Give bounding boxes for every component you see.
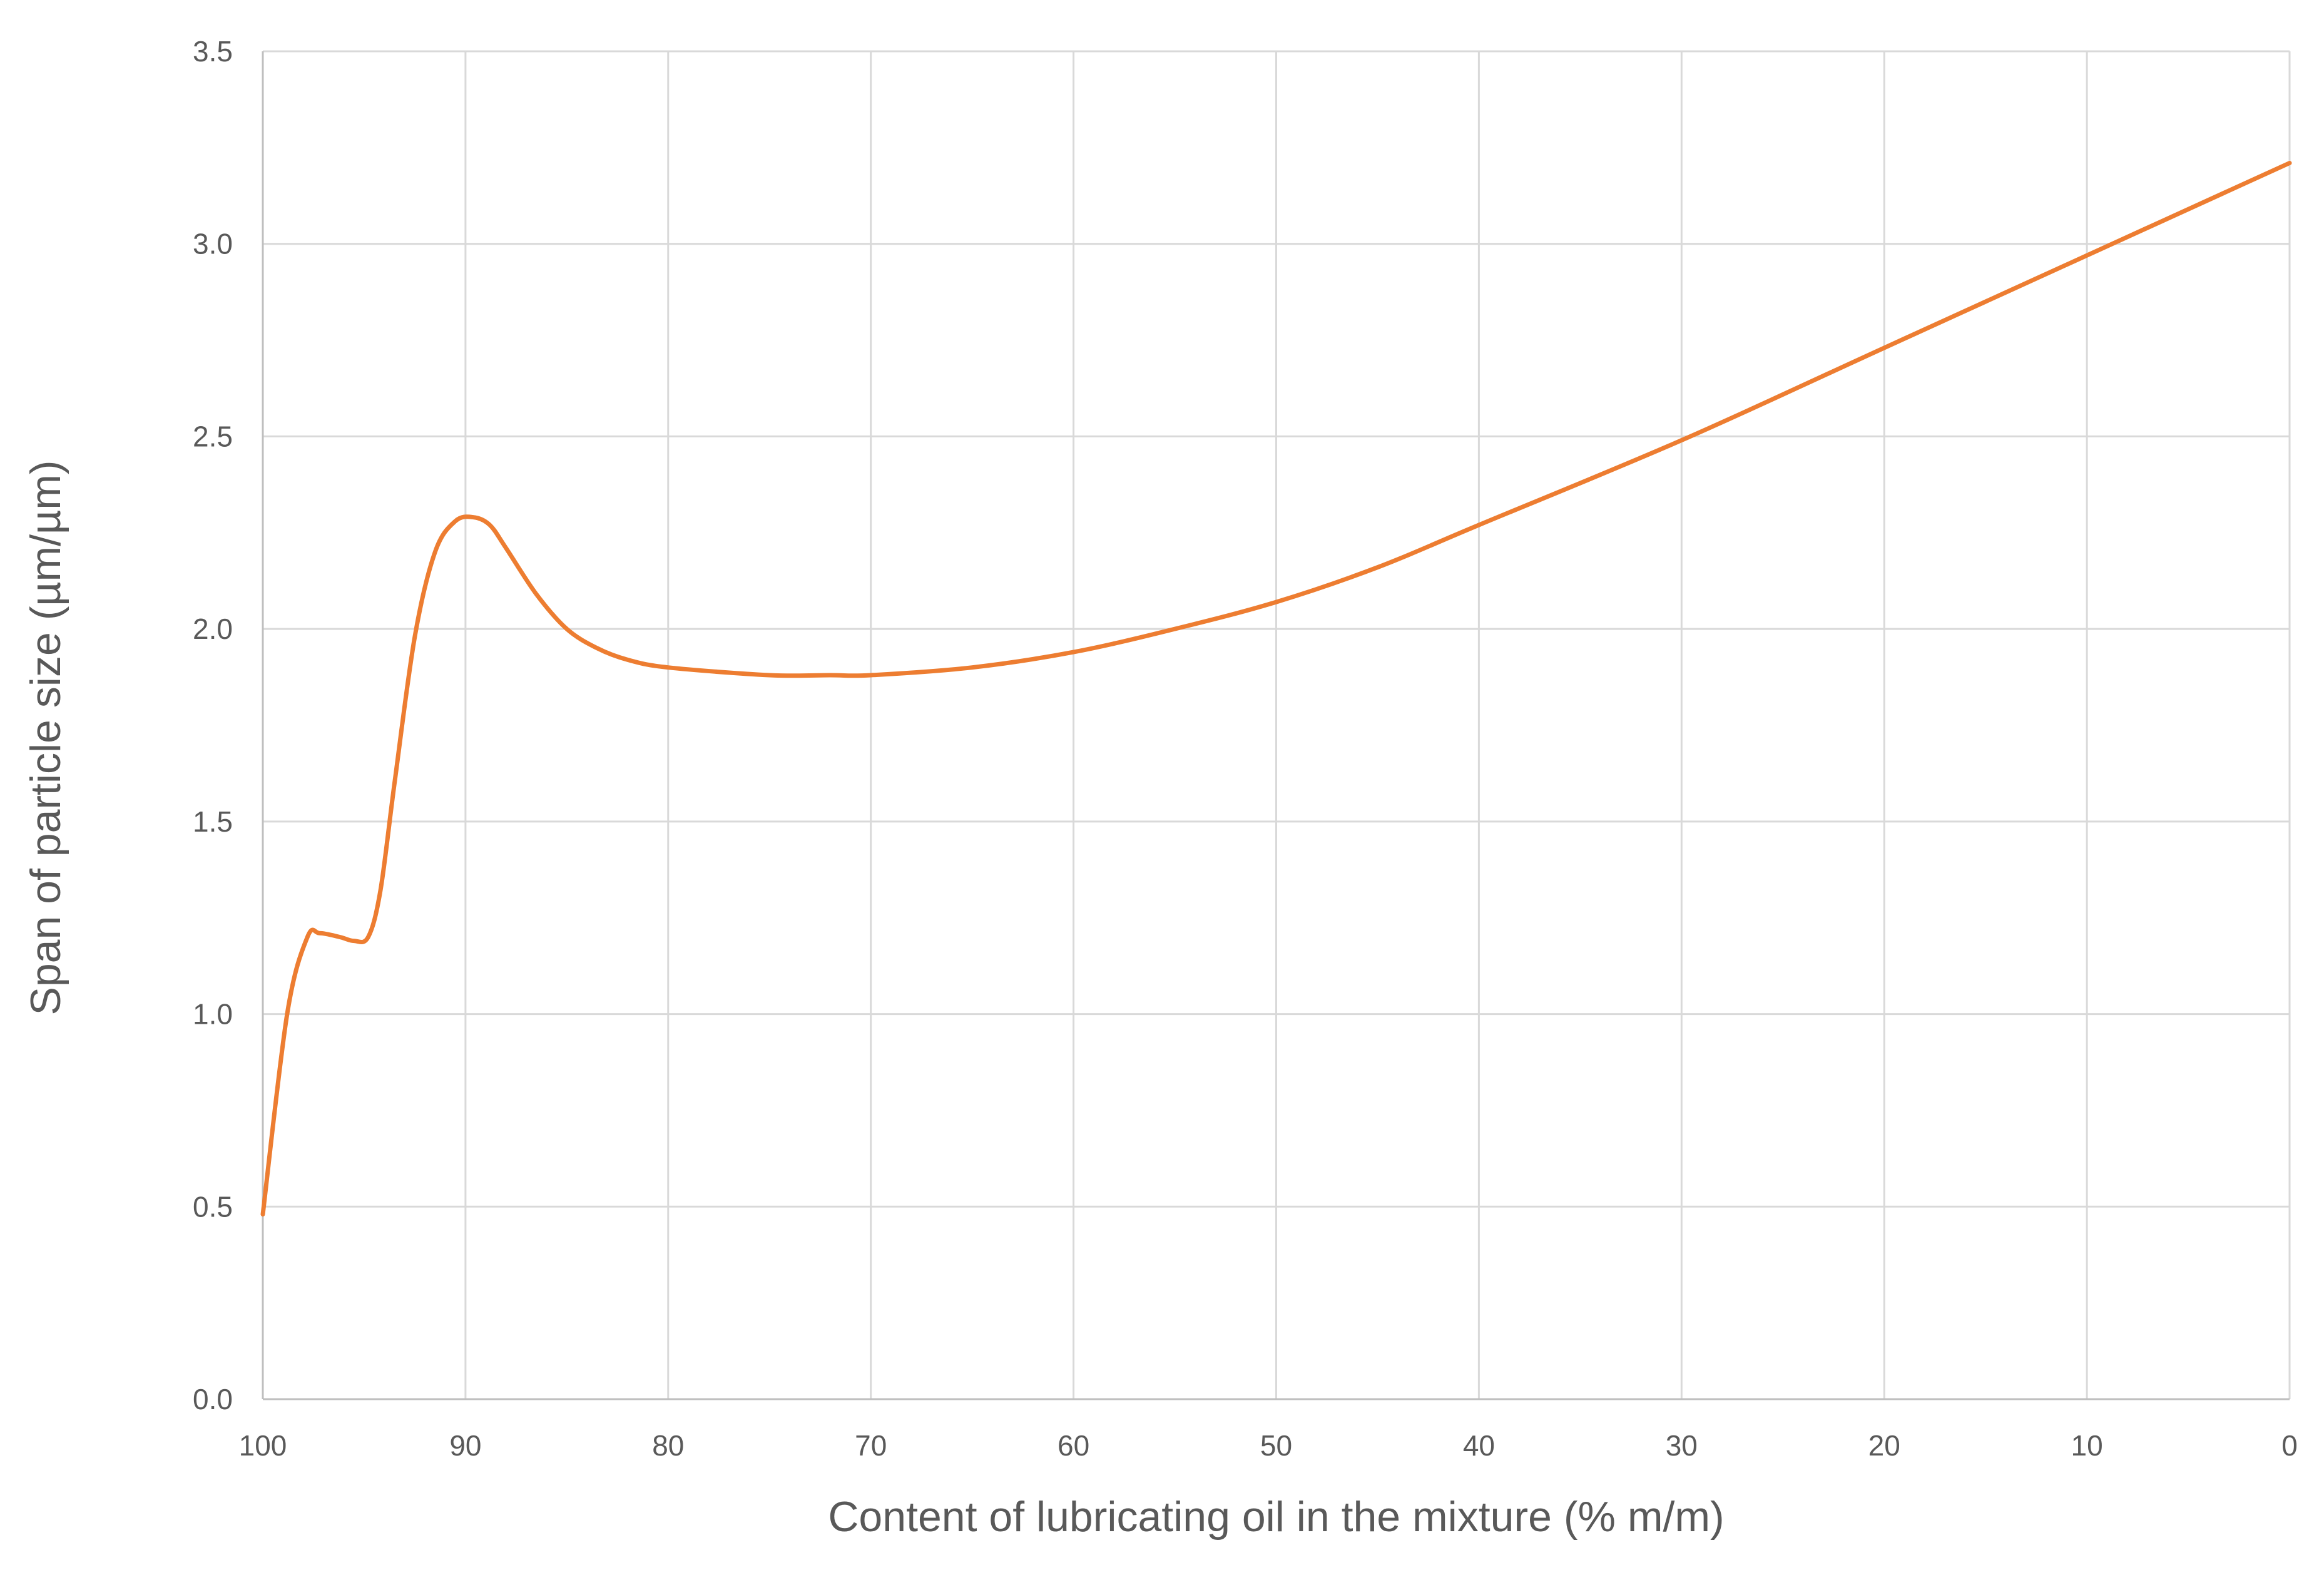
y-axis-title: Span of particle size (µm/µm) <box>22 460 69 1015</box>
y-tick-label: 0.5 <box>193 1190 233 1223</box>
x-tick-label: 10 <box>2071 1429 2103 1462</box>
series-group <box>260 161 2292 1217</box>
x-tick-label: 80 <box>652 1429 684 1462</box>
y-tick-label: 3.5 <box>193 35 233 68</box>
x-tick-label: 0 <box>2281 1429 2298 1462</box>
grid-lines <box>263 50 2291 1399</box>
x-tick-label: 100 <box>239 1429 287 1462</box>
x-tick-label: 40 <box>1463 1429 1495 1462</box>
x-tick-label: 70 <box>855 1429 887 1462</box>
axes <box>262 51 2290 1400</box>
y-tick-label: 1.5 <box>193 805 233 838</box>
x-tick-label: 30 <box>1666 1429 1698 1462</box>
x-tick-label: 50 <box>1260 1429 1292 1462</box>
x-tick-label: 20 <box>1868 1429 1900 1462</box>
x-tick-label: 90 <box>449 1429 481 1462</box>
y-tick-label: 0.0 <box>193 1383 233 1415</box>
y-tick-label: 2.0 <box>193 613 233 645</box>
x-tick-labels: 100 90 80 70 60 50 40 30 20 10 0 <box>239 1429 2298 1462</box>
y-tick-label: 2.5 <box>193 420 233 452</box>
y-tick-label: 1.0 <box>193 998 233 1031</box>
x-tick-label: 60 <box>1058 1429 1089 1462</box>
series-line <box>260 161 2292 1217</box>
y-tick-label: 3.0 <box>193 228 233 260</box>
y-tick-labels: 0.0 0.5 1.0 1.5 2.0 2.5 3.0 3.5 <box>193 35 233 1415</box>
x-axis-title: Content of lubricating oil in the mixtur… <box>828 1493 1724 1541</box>
